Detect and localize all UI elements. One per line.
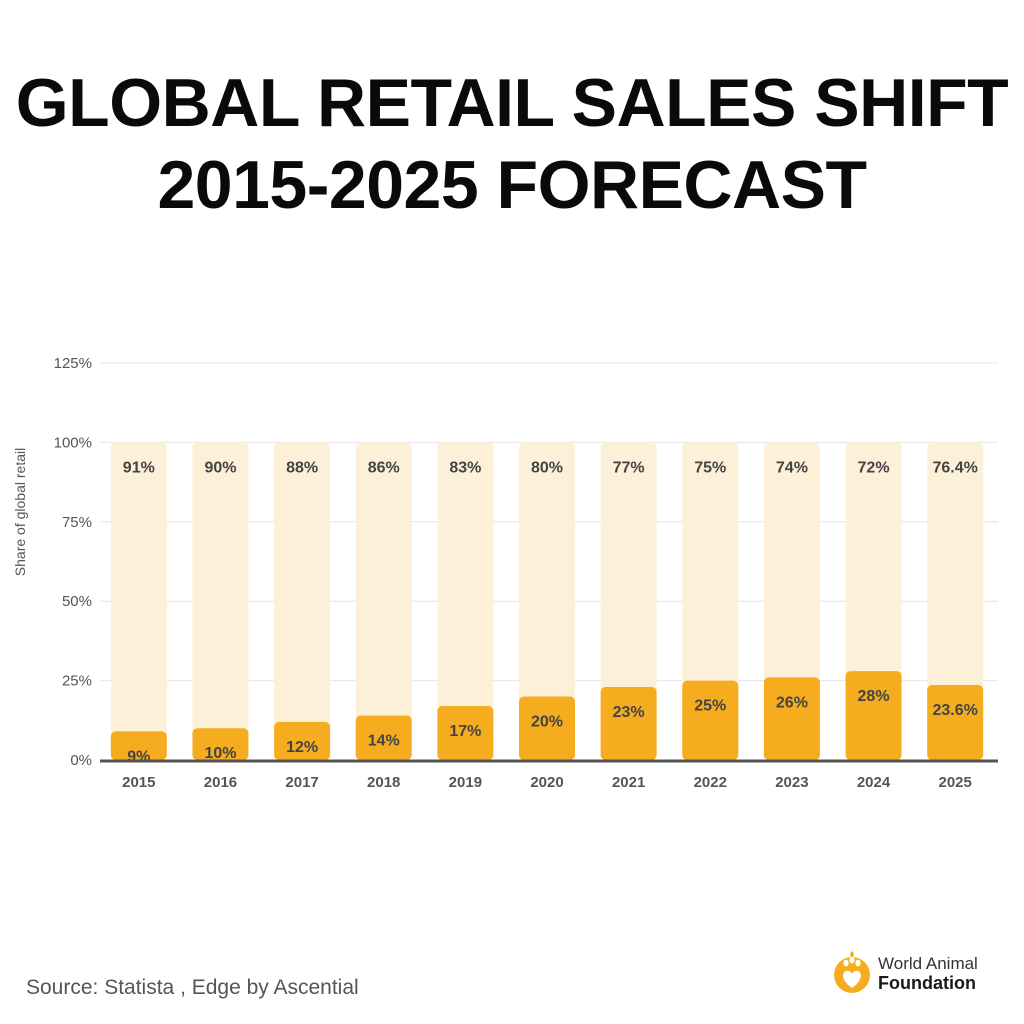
data-label-offline: 76.4% — [932, 459, 977, 476]
x-tick-label: 2015 — [122, 774, 155, 791]
bar-offline-2016 — [192, 442, 249, 760]
bar-offline-2020 — [519, 442, 575, 760]
bar-online-2018 — [355, 715, 412, 760]
x-tick-label: 2017 — [285, 774, 318, 791]
bar-offline-2017 — [274, 442, 331, 760]
data-label-online: 9% — [127, 748, 150, 765]
bar-online-2023 — [763, 677, 820, 760]
data-label-offline: 90% — [204, 459, 236, 476]
chart-title: GLOBAL RETAIL SALES SHIFT 2015-2025 FORE… — [0, 62, 1024, 226]
x-tick-label: 2021 — [612, 774, 645, 791]
data-label-online: 10% — [204, 745, 236, 762]
x-tick-label: 2022 — [694, 774, 727, 791]
data-label-offline: 88% — [286, 459, 318, 476]
source-note: Source: Statista , Edge by Ascential — [26, 976, 359, 999]
x-tick-label: 2019 — [449, 774, 482, 791]
data-label-online: 25% — [694, 698, 726, 715]
y-tick-label: 75% — [62, 514, 92, 531]
x-tick-label: 2024 — [857, 774, 891, 791]
data-label-offline: 72% — [858, 459, 890, 476]
bar-offline-2021 — [600, 442, 657, 760]
bar-online-2017 — [274, 721, 331, 760]
data-label-online: 14% — [368, 733, 400, 750]
title-line-1: GLOBAL RETAIL SALES SHIFT — [15, 65, 1009, 141]
bar-online-2020 — [519, 696, 575, 760]
y-tick-label: 100% — [54, 434, 92, 451]
bar-online-2015 — [110, 731, 167, 760]
logo: World Animal Foundation — [832, 948, 1012, 998]
data-label-offline: 91% — [123, 459, 155, 476]
data-label-online: 23.6% — [932, 702, 977, 719]
y-tick-label: 50% — [62, 593, 92, 610]
y-tick-label: 0% — [70, 752, 92, 769]
y-tick-label: 25% — [62, 673, 92, 690]
x-tick-label: 2016 — [204, 774, 237, 791]
x-tick-label: 2025 — [938, 774, 971, 791]
bar-online-2016 — [192, 728, 249, 760]
y-axis-title: Share of global retail — [12, 448, 28, 576]
data-label-offline: 86% — [368, 459, 400, 476]
data-label-offline: 74% — [776, 459, 808, 476]
data-label-online: 26% — [776, 694, 808, 711]
x-tick-label: 2018 — [367, 774, 400, 791]
data-label-online: 23% — [613, 704, 645, 721]
bar-online-2024 — [845, 671, 902, 760]
bar-online-2025 — [927, 685, 984, 760]
bar-online-2019 — [437, 706, 494, 760]
y-tick-label: 125% — [54, 355, 92, 372]
x-tick-label: 2020 — [530, 774, 563, 791]
data-label-online: 12% — [286, 739, 318, 756]
data-label-offline: 80% — [531, 459, 563, 476]
logo-line-1: World Animal — [878, 954, 978, 973]
data-label-offline: 77% — [613, 459, 645, 476]
data-label-offline: 75% — [694, 459, 726, 476]
bar-online-2021 — [600, 686, 657, 760]
data-label-online: 20% — [531, 713, 563, 730]
data-label-offline: 83% — [449, 459, 481, 476]
title-line-2: 2015-2025 FORECAST — [157, 147, 867, 223]
bar-offline-2018 — [355, 442, 412, 760]
x-tick-label: 2023 — [775, 774, 808, 791]
paw-heart-icon — [834, 951, 870, 993]
bar-offline-2015 — [110, 442, 167, 760]
data-label-online: 28% — [858, 688, 890, 705]
data-label-online: 17% — [449, 723, 481, 740]
logo-line-2: Foundation — [878, 973, 976, 993]
bar-online-2022 — [682, 680, 739, 760]
bar-offline-2019 — [437, 442, 494, 760]
bar-offline-2025 — [927, 442, 984, 760]
